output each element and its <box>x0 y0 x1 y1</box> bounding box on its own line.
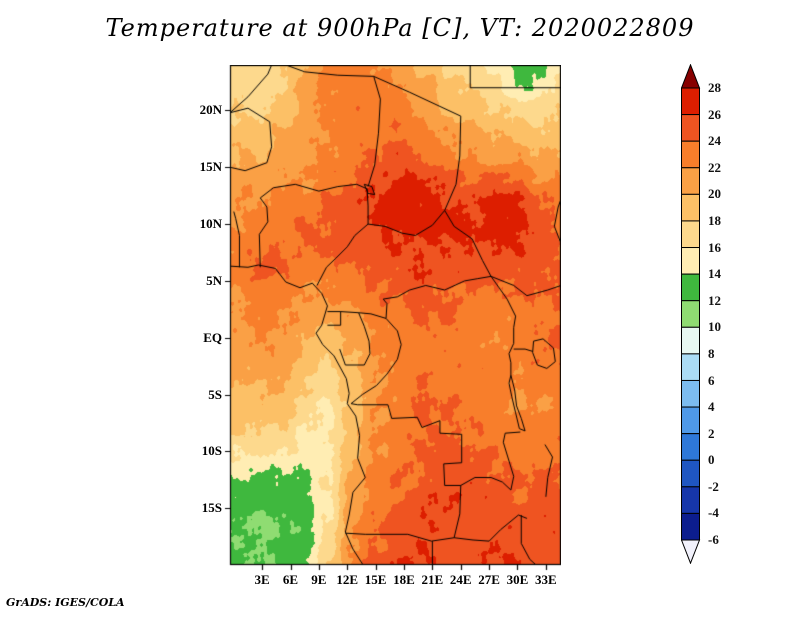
colorbar-tick-label: 4 <box>708 399 715 415</box>
colorbar-tick-label: 22 <box>708 159 721 175</box>
colorbar-band <box>681 406 700 435</box>
colorbar-band <box>681 220 700 249</box>
colorbar-band <box>681 379 700 408</box>
grads-attribution: GrADS: IGES/COLA <box>6 596 125 609</box>
colorbar-tick-label: 8 <box>708 345 715 361</box>
x-tick-label: 3E <box>254 572 270 587</box>
colorbar-tick-label: 2 <box>708 425 715 441</box>
x-tick-label: 24E <box>449 572 472 587</box>
colorbar-tick-label: -6 <box>708 532 719 547</box>
colorbar-tick-label: 14 <box>708 266 721 282</box>
colorbar-tick-label: 12 <box>708 292 721 308</box>
x-tick-label: 18E <box>393 572 415 587</box>
colorbar-svg <box>681 64 701 564</box>
y-tick-label: 10N <box>199 216 222 232</box>
y-tick-label: 5S <box>208 386 222 402</box>
colorbar-band <box>681 273 700 302</box>
plot-title: Temperature at 900hPa [C], VT: 202002280… <box>105 14 695 42</box>
x-tick-label: 12E <box>336 572 359 587</box>
y-tick-label: 10S <box>201 443 222 459</box>
colorbar: 28 26 24 22 20 18 16 14 12 10 8 6 4 2 0 -2 -4 -6 <box>681 64 761 574</box>
colorbar-tick-label: 20 <box>708 186 721 202</box>
colorbar-tick-label: -2 <box>708 478 719 494</box>
colorbar-band <box>681 140 700 169</box>
colorbar-band <box>681 459 700 488</box>
colorbar-tick-label: 28 <box>708 80 721 95</box>
colorbar-band <box>681 87 700 116</box>
x-tick-label: 6E <box>282 572 299 587</box>
x-tick-label: 21E <box>421 572 444 587</box>
colorbar-tick-label: -4 <box>708 505 719 521</box>
colorbar-band <box>681 512 700 541</box>
x-tick-label: 30E <box>506 572 529 587</box>
colorbar-band <box>681 326 700 355</box>
x-tick-label: 33E <box>535 572 557 587</box>
colorbar-band <box>681 353 700 381</box>
colorbar-band <box>681 486 700 514</box>
x-tick-label: 27E <box>478 572 500 587</box>
colorbar-tick-label: 10 <box>708 319 721 335</box>
colorbar-band <box>681 433 700 461</box>
colorbar-tick-label: 16 <box>708 239 721 255</box>
colorbar-band <box>681 114 700 142</box>
y-tick-label: 15N <box>199 159 222 175</box>
colorbar-band <box>681 167 700 195</box>
colorbar-tick-label: 24 <box>708 133 721 149</box>
y-tick-label: EQ <box>203 329 222 345</box>
y-tick-label: 15S <box>201 500 222 516</box>
map-canvas <box>224 65 561 572</box>
colorbar-tick-label: 6 <box>708 372 715 388</box>
y-tick-label: 5N <box>206 272 222 288</box>
colorbar-bottom-arrow <box>681 539 701 564</box>
x-tick-label: 9E <box>311 572 327 587</box>
y-tick-label: 20N <box>199 102 222 118</box>
x-tick-label: 15E <box>364 572 387 587</box>
colorbar-tick-label: 26 <box>708 106 721 122</box>
colorbar-tick-label: 18 <box>708 212 721 228</box>
colorbar-band <box>681 247 700 275</box>
colorbar-tick-label: 0 <box>708 452 715 468</box>
colorbar-top-arrow <box>681 64 701 89</box>
colorbar-band <box>681 193 700 222</box>
colorbar-band <box>681 300 700 328</box>
